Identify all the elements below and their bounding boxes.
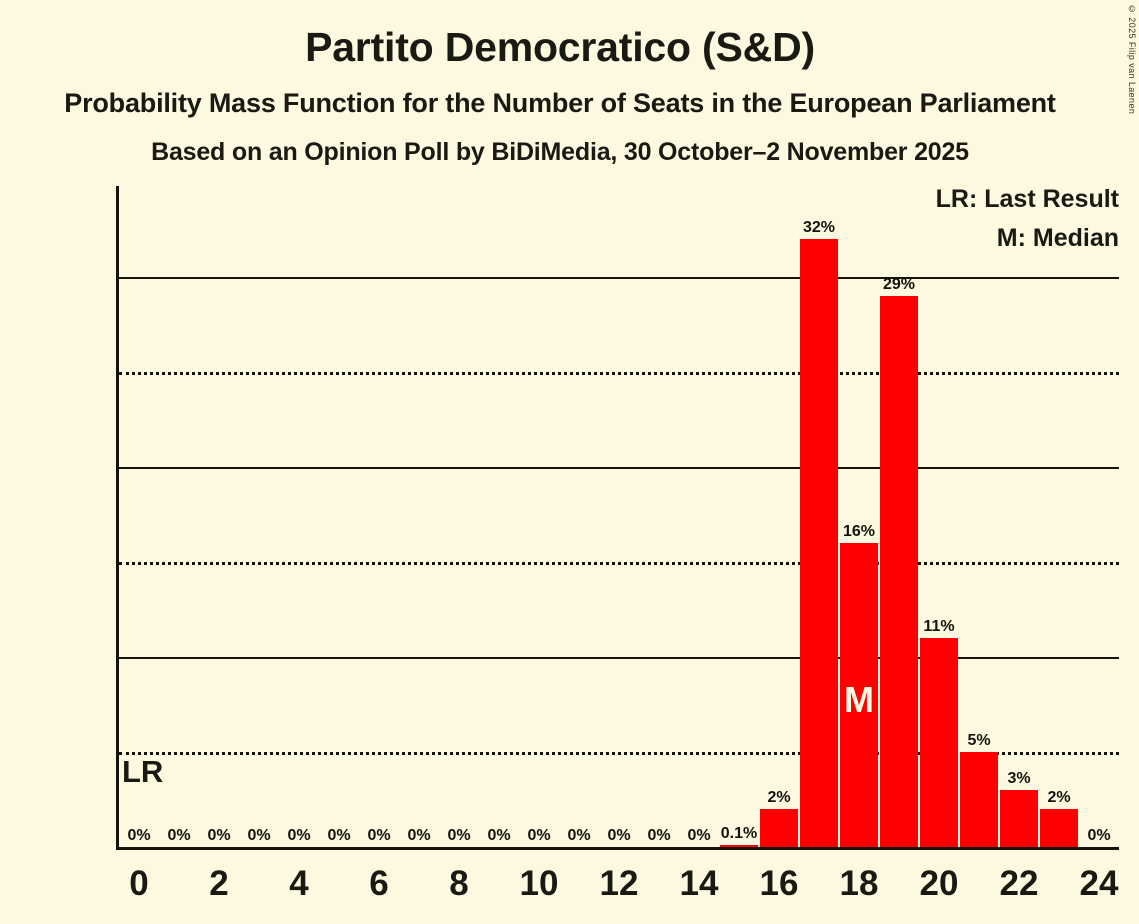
x-tick-label-22: 22: [999, 864, 1039, 903]
bar-label-seat-3: 0%: [247, 827, 271, 844]
bar-seat-21[interactable]: [960, 752, 998, 847]
bar-label-seat-6: 0%: [367, 827, 391, 844]
legend-median: M: Median: [996, 224, 1119, 252]
x-tick-label-4: 4: [289, 864, 309, 903]
bar-label-seat-12: 0%: [607, 827, 631, 844]
bar-label-seat-18: 16%: [842, 523, 876, 541]
bar-label-seat-5: 0%: [327, 827, 351, 844]
x-axis-line: [116, 847, 1119, 850]
x-tick-label-0: 0: [129, 864, 149, 903]
bar-label-seat-17: 32%: [802, 219, 836, 237]
bar-seat-20[interactable]: [920, 638, 958, 847]
bar-label-seat-10: 0%: [527, 827, 551, 844]
bar-label-seat-11: 0%: [567, 827, 591, 844]
bar-label-seat-14: 0%: [687, 827, 711, 844]
median-marker: M: [844, 679, 874, 720]
bar-label-seat-1: 0%: [167, 827, 191, 844]
legend-last-result: LR: Last Result: [935, 185, 1119, 213]
bar-label-seat-0: 0%: [127, 827, 151, 844]
bar-label-seat-7: 0%: [407, 827, 431, 844]
bar-seat-22[interactable]: [1000, 790, 1038, 847]
bar-label-seat-8: 0%: [447, 827, 471, 844]
bar-label-seat-2: 0%: [207, 827, 231, 844]
bar-seat-23[interactable]: [1040, 809, 1078, 847]
bar-label-seat-19: 29%: [882, 276, 916, 294]
bar-label-seat-9: 0%: [487, 827, 511, 844]
chart-subtitle: Probability Mass Function for the Number…: [64, 88, 1056, 118]
bar-label-seat-16: 2%: [767, 789, 791, 806]
x-tick-label-2: 2: [209, 864, 229, 903]
gridline-20: [119, 467, 1119, 470]
gridline-30: [119, 277, 1119, 280]
bar-label-seat-13: 0%: [647, 827, 671, 844]
bar-label-seat-24: 0%: [1087, 827, 1111, 844]
x-tick-label-6: 6: [369, 864, 389, 903]
gridline-5: [119, 752, 1119, 756]
bar-seat-19[interactable]: [880, 296, 918, 847]
x-tick-label-8: 8: [449, 864, 469, 903]
bar-seat-15[interactable]: [720, 845, 758, 847]
x-tick-label-18: 18: [839, 864, 879, 903]
bar-label-seat-20: 11%: [923, 618, 955, 636]
x-tick-label-20: 20: [919, 864, 959, 903]
x-tick-label-24: 24: [1079, 864, 1119, 903]
x-tick-label-10: 10: [519, 864, 559, 903]
bar-seat-16[interactable]: [760, 809, 798, 847]
bar-label-seat-22: 3%: [1007, 770, 1031, 788]
y-axis-line: [116, 186, 119, 847]
bar-label-seat-21: 5%: [967, 732, 991, 750]
gridline-15: [119, 562, 1119, 566]
x-tick-label-16: 16: [759, 864, 799, 903]
last-result-marker: LR: [122, 754, 164, 790]
x-tick-label-14: 14: [679, 864, 719, 903]
bar-seat-17[interactable]: [800, 239, 838, 847]
bar-seat-18[interactable]: [840, 543, 878, 847]
chart-source-note: Based on an Opinion Poll by BiDiMedia, 3…: [151, 138, 969, 166]
bar-label-seat-23: 2%: [1047, 789, 1071, 806]
bar-label-seat-4: 0%: [287, 827, 311, 844]
copyright-notice: © 2025 Filip van Laenen: [1127, 4, 1137, 115]
x-tick-label-12: 12: [599, 864, 639, 903]
plot-area: 10%20%30% LR 0%0%0%0%0%0%0%0%0%0%0%0%0%0…: [116, 186, 1119, 850]
gridline-25: [119, 372, 1119, 376]
page-title: Partito Democratico (S&D): [305, 24, 815, 70]
gridline-10: [119, 657, 1119, 660]
bar-label-seat-15: 0.1%: [720, 825, 758, 843]
